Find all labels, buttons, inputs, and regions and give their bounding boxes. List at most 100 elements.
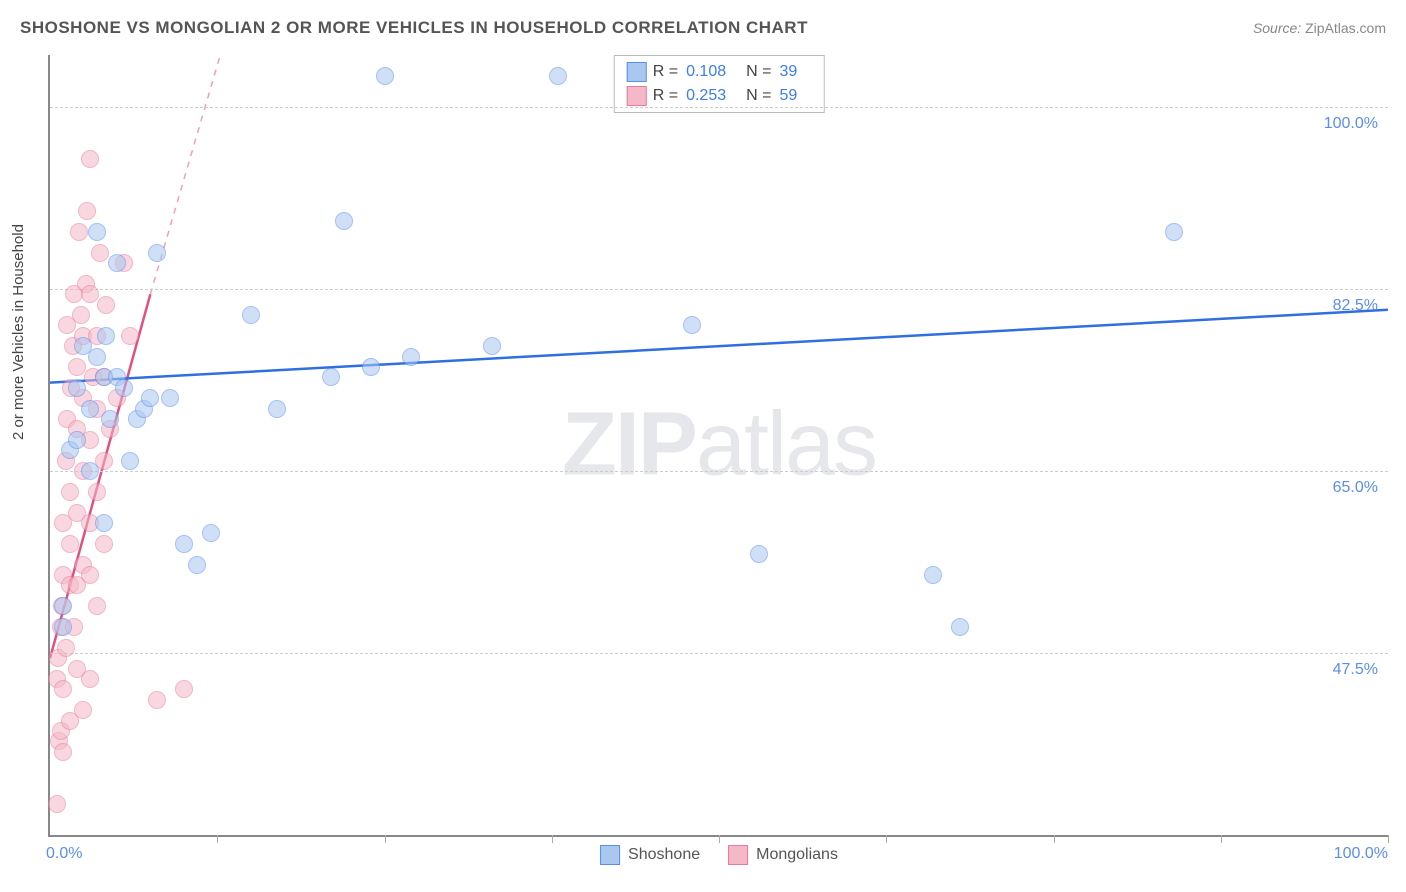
scatter-point (335, 212, 353, 230)
scatter-point (91, 244, 109, 262)
x-tick (886, 835, 887, 843)
scatter-point (81, 400, 99, 418)
scatter-point (242, 306, 260, 324)
scatter-point (78, 202, 96, 220)
scatter-point (54, 618, 72, 636)
scatter-point (202, 524, 220, 542)
x-tick (719, 835, 720, 843)
legend-r-value: 0.108 (686, 63, 726, 81)
scatter-point (88, 223, 106, 241)
legend-series-item: Mongolians (728, 845, 838, 865)
scatter-point (121, 452, 139, 470)
gridline-horizontal (50, 653, 1388, 654)
legend-n-label: N = (746, 63, 771, 81)
legend-series-label: Mongolians (756, 846, 838, 864)
scatter-point (88, 597, 106, 615)
scatter-point (81, 670, 99, 688)
scatter-point (115, 379, 133, 397)
scatter-point (81, 566, 99, 584)
scatter-point (74, 701, 92, 719)
scatter-point (188, 556, 206, 574)
y-tick-label: 82.5% (1333, 297, 1378, 315)
scatter-point (81, 462, 99, 480)
scatter-point (95, 514, 113, 532)
scatter-point (48, 795, 66, 813)
legend-series-label: Shoshone (628, 846, 700, 864)
legend-n-label: N = (746, 87, 771, 105)
x-tick (1388, 835, 1389, 843)
scatter-point (81, 150, 99, 168)
scatter-point (161, 389, 179, 407)
legend-swatch-icon (728, 845, 748, 865)
scatter-point (924, 566, 942, 584)
scatter-point (54, 743, 72, 761)
gridline-horizontal (50, 289, 1388, 290)
source-value: ZipAtlas.com (1305, 20, 1386, 36)
gridline-horizontal (50, 107, 1388, 108)
scatter-point (141, 389, 159, 407)
scatter-point (376, 67, 394, 85)
scatter-point (54, 597, 72, 615)
scatter-point (68, 431, 86, 449)
x-tick (552, 835, 553, 843)
scatter-point (322, 368, 340, 386)
source-label: Source: (1253, 20, 1301, 36)
y-axis-label: 2 or more Vehicles in Household (10, 224, 27, 440)
scatter-point (683, 316, 701, 334)
legend-swatch-icon (627, 86, 647, 106)
scatter-point (72, 306, 90, 324)
scatter-point (97, 296, 115, 314)
legend-swatch-icon (600, 845, 620, 865)
x-tick (385, 835, 386, 843)
scatter-point (148, 244, 166, 262)
scatter-point (70, 223, 88, 241)
scatter-point (750, 545, 768, 563)
scatter-point (68, 379, 86, 397)
x-axis-end-label: 100.0% (1334, 845, 1388, 863)
scatter-point (549, 67, 567, 85)
x-tick (217, 835, 218, 843)
x-tick (1221, 835, 1222, 843)
scatter-point (54, 680, 72, 698)
scatter-point (68, 358, 86, 376)
watermark: ZIPatlas (562, 394, 876, 497)
scatter-point (97, 327, 115, 345)
legend-stats-row: R = 0.253 N = 59 (627, 84, 812, 108)
scatter-point (101, 410, 119, 428)
scatter-point (57, 639, 75, 657)
chart-title: SHOSHONE VS MONGOLIAN 2 OR MORE VEHICLES… (20, 18, 808, 38)
legend-r-label: R = (653, 87, 678, 105)
chart-container: SHOSHONE VS MONGOLIAN 2 OR MORE VEHICLES… (0, 0, 1406, 892)
legend-stats: R = 0.108 N = 39 R = 0.253 N = 59 (614, 55, 825, 113)
trend-lines-svg (50, 55, 1388, 835)
scatter-point (1165, 223, 1183, 241)
legend-series-item: Shoshone (600, 845, 700, 865)
watermark-bold: ZIP (562, 395, 696, 495)
legend-swatch-icon (627, 62, 647, 82)
scatter-point (88, 348, 106, 366)
scatter-point (81, 285, 99, 303)
legend-r-value: 0.253 (686, 87, 726, 105)
scatter-point (61, 535, 79, 553)
scatter-point (175, 680, 193, 698)
scatter-point (95, 535, 113, 553)
scatter-point (268, 400, 286, 418)
plot-area: ZIPatlas R = 0.108 N = 39 R = 0.253 N = … (48, 55, 1388, 837)
scatter-point (951, 618, 969, 636)
scatter-point (61, 483, 79, 501)
watermark-rest: atlas (696, 395, 876, 495)
trend-line (150, 55, 250, 294)
y-tick-label: 65.0% (1333, 479, 1378, 497)
source-attribution: Source: ZipAtlas.com (1253, 20, 1386, 36)
y-tick-label: 47.5% (1333, 661, 1378, 679)
y-tick-label: 100.0% (1324, 115, 1378, 133)
scatter-point (362, 358, 380, 376)
legend-stats-row: R = 0.108 N = 39 (627, 60, 812, 84)
scatter-point (148, 691, 166, 709)
scatter-point (108, 254, 126, 272)
scatter-point (88, 483, 106, 501)
legend-series: Shoshone Mongolians (600, 845, 838, 865)
scatter-point (175, 535, 193, 553)
x-axis-start-label: 0.0% (46, 845, 82, 863)
x-tick (1054, 835, 1055, 843)
